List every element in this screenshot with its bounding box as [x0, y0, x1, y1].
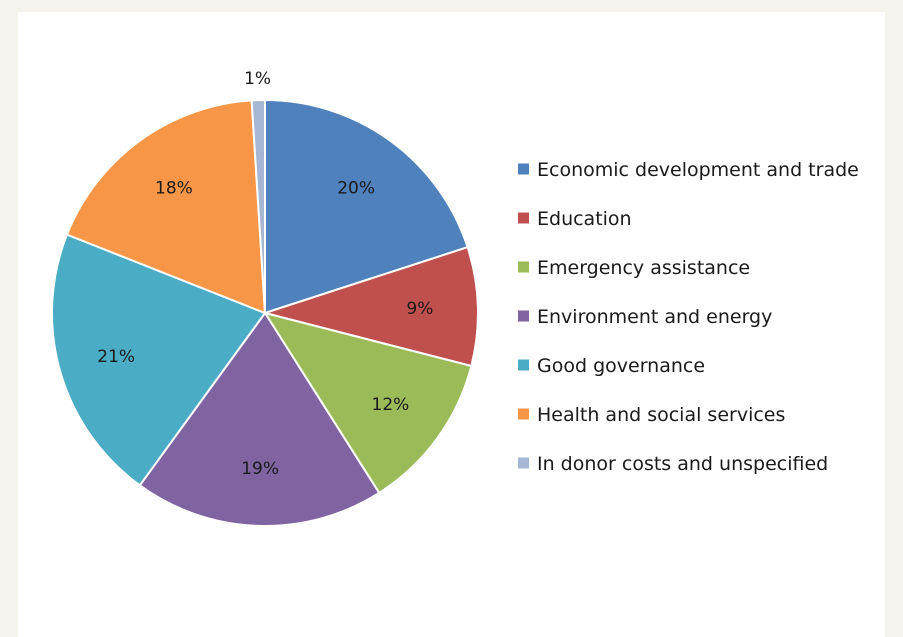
pie-label-good-governance: 21% — [97, 347, 135, 367]
pie-label-economic-development-and-trade: 20% — [337, 179, 375, 199]
legend-swatch-in-donor-costs-and-unspecified — [518, 457, 529, 469]
legend-label-good-governance: Good governance — [537, 355, 705, 377]
legend-swatch-good-governance — [518, 359, 529, 371]
pie-labels: 20% 9% 12% 19% 21% 18% 1% — [97, 69, 433, 479]
pie-slice-health-and-social-services — [65, 99, 267, 315]
pie-label-in-donor-costs-and-unspecified: 1% — [244, 69, 271, 89]
legend-swatch-emergency-assistance — [518, 261, 529, 273]
pie-label-education: 9% — [406, 299, 433, 319]
legend: Economic development and trade Education E… — [518, 159, 859, 475]
legend-label-emergency-assistance: Emergency assistance — [537, 257, 750, 279]
legend-swatch-environment-and-energy — [518, 310, 529, 322]
legend-label-in-donor-costs-and-unspecified: In donor costs and unspecified — [537, 453, 828, 475]
legend-label-economic-development-and-trade: Economic development and trade — [537, 159, 859, 181]
pie-slice-emergency-assistance — [262, 311, 473, 495]
pie-slice-education — [261, 245, 479, 368]
pie-slice-good-governance — [51, 233, 267, 487]
pie-label-emergency-assistance: 12% — [372, 395, 410, 415]
pie-slice-in-donor-costs-and-unspecified — [250, 98, 266, 314]
legend-label-health-and-social-services: Health and social services — [537, 404, 785, 426]
pie-label-environment-and-energy: 19% — [241, 459, 279, 479]
pie-slices — [51, 98, 479, 527]
legend-label-environment-and-energy: Environment and energy — [537, 306, 772, 328]
legend-swatch-education — [518, 212, 529, 224]
pie-label-health-and-social-services: 18% — [155, 179, 193, 199]
legend-swatch-health-and-social-services — [518, 408, 529, 420]
legend-label-education: Education — [537, 208, 632, 230]
pie-slice-environment-and-energy — [138, 311, 381, 527]
pie-slice-economic-development-and-trade — [264, 98, 469, 315]
legend-swatch-economic-development-and-trade — [518, 163, 529, 175]
